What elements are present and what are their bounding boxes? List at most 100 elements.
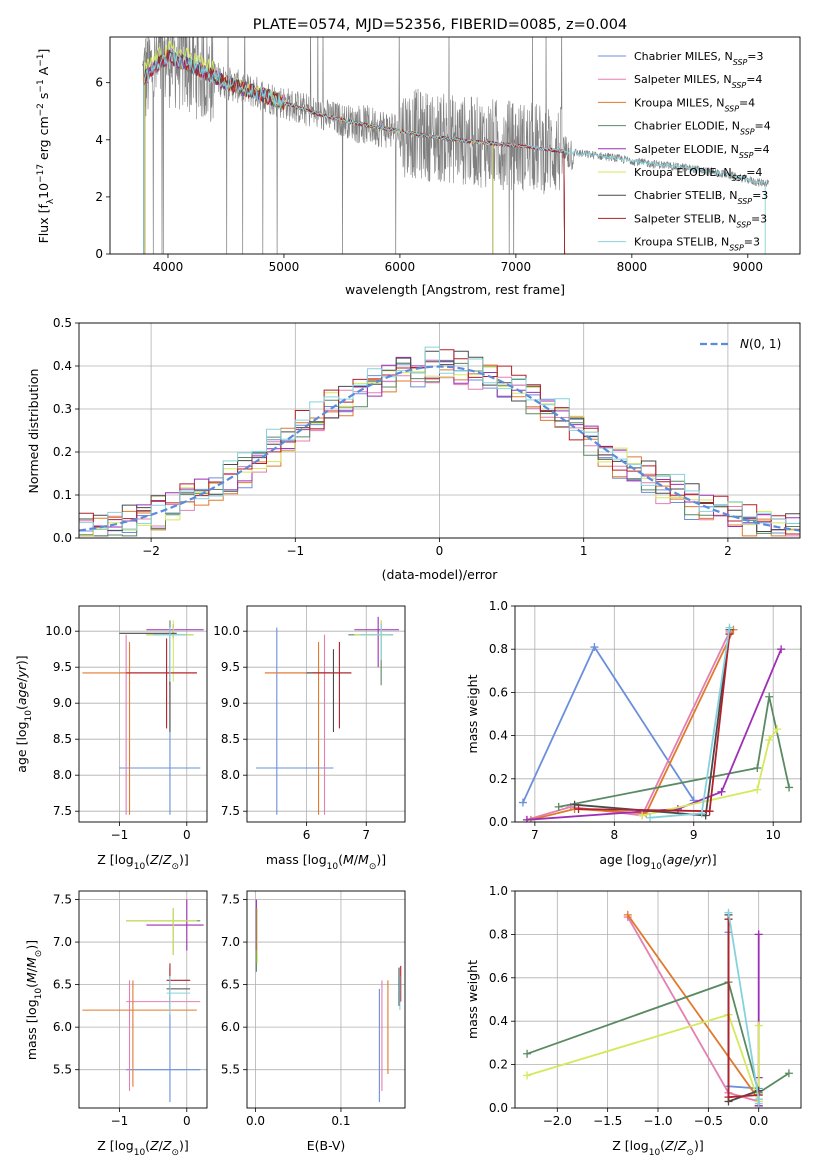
weight_vs_Z-frame-group: −2.0 −1.5 −1.0 −0.5 0.0 0.0 0.2 0.4 0.6 0.8 1.0 Z […: [465, 884, 802, 1158]
legend-label: Kroupa MILES, NSSP=4: [634, 96, 755, 113]
legend-label: Salpeter ELODIE, NSSP=4: [634, 143, 770, 160]
observed-spectrum-line: [142, 37, 769, 254]
y-tick-label: 5.5: [221, 1063, 240, 1077]
y-tick-label: 8.0: [53, 768, 72, 782]
weight-marker: [574, 805, 583, 814]
weight-line-kroupa-stelib: [727, 912, 760, 1104]
spectrum-axes: 4000 5000 6000 7000 8000 9000 0 2 4 6 wavelength […: [36, 36, 801, 297]
y-tick-label: 0.4: [489, 729, 508, 743]
weight-marker: [646, 813, 655, 822]
y-tick-label: 7.5: [53, 893, 72, 907]
x-tick-label: 8000: [617, 260, 648, 274]
y-tick-label: 0.0: [489, 815, 508, 829]
weight-marker: [522, 815, 531, 822]
histogram-kroupa-stelib: [79, 346, 800, 530]
weight-marker: [638, 811, 647, 820]
residuals-x-axis-label: (data-model)/error: [382, 567, 499, 582]
age_vs_mass-plot-area: [255, 616, 400, 815]
legend-label: Kroupa ELODIE, NSSP=4: [634, 166, 762, 183]
y-tick-label: 0.8: [489, 927, 508, 941]
y-tick-label: 0.2: [53, 445, 72, 459]
x-tick-label: 4000: [153, 260, 184, 274]
x-tick-label: 10: [766, 828, 781, 842]
weight_vs_age-x-axis-label: age [log10(age/yr)]: [599, 852, 716, 872]
weight-marker: [724, 1093, 733, 1102]
weight-line-chabrier-elodie: [558, 696, 790, 808]
age_vs_Z-grid: [79, 606, 207, 822]
x-tick-label: 1: [580, 544, 588, 558]
y-tick-label: 1.0: [489, 599, 508, 613]
legend-label: Chabrier STELIB, NSSP=3: [634, 189, 768, 206]
y-tick-label: 6.0: [221, 1020, 240, 1034]
mass_vs_EBV-grid: [247, 891, 405, 1108]
y-tick-label: 9.0: [221, 696, 240, 710]
age_vs_mass-frame-group: 6 7 7.5 8.0 8.5 9.0 9.5 10.0 mass [log10(M/M⊙)]: [213, 605, 406, 872]
weight-marker: [754, 1021, 763, 1030]
y-tick-label: 2: [95, 190, 103, 204]
axes-frame: [246, 605, 406, 823]
x-tick-label: 8: [610, 828, 618, 842]
weight-marker: [705, 807, 714, 816]
weight_vs_age-axes: 7 8 9 10 0.0 0.2 0.4 0.6 0.8 1.0 age [log10(age/yr…: [465, 599, 802, 872]
weight-marker: [590, 643, 599, 652]
legend-label: N(0, 1): [740, 337, 781, 351]
x-tick-label: 6000: [385, 260, 416, 274]
age_vs_Z-y-axis-label: age [log10(age/yr)]: [14, 655, 34, 772]
weight-line-kroupa-elodie: [526, 1013, 760, 1102]
x-tick-label: −2.0: [543, 1114, 572, 1128]
weight_vs_Z-plot-area: [523, 908, 793, 1108]
weight_vs_Z-axes: −2.0 −1.5 −1.0 −0.5 0.0 0.0 0.2 0.4 0.6 0.8 1.0 Z […: [465, 884, 802, 1158]
weight-marker: [697, 809, 706, 818]
y-tick-label: 0.0: [489, 1101, 508, 1115]
spectrum-x-axis-label: wavelength [Angstrom, rest frame]: [345, 282, 565, 297]
x-tick-label: 0.0: [246, 1114, 265, 1128]
axes-frame: [109, 36, 801, 255]
mass_vs_EBV-frame-group: 0.0 0.1 5.5 6.0 6.5 7.0 7.5 E(B-V): [221, 890, 406, 1153]
mass_vs_Z-plot-area: [82, 899, 204, 1103]
weight-marker: [570, 800, 579, 809]
mass_vs_EBV-plot-area: [255, 899, 402, 1103]
y-tick-label: 0.5: [53, 316, 72, 330]
spectrum-y-axis-label: Flux [fλ10−17 erg cm−2 s−1 A−1]: [36, 49, 56, 244]
x-tick-label: −1: [286, 544, 304, 558]
weight-marker: [623, 910, 632, 919]
weight-line-salpeter-elodie: [526, 648, 782, 821]
weight_vs_age-y-axis-label: mass weight: [465, 674, 480, 753]
weight-marker: [754, 930, 763, 939]
weight-marker: [523, 1049, 532, 1058]
y-tick-label: 0.4: [53, 359, 72, 373]
spectrum-frame-group: 4000 5000 6000 7000 8000 9000 0 2 4 6 wavelength […: [36, 36, 801, 297]
x-tick-label: 5000: [269, 260, 300, 274]
weight_vs_age-frame-group: 7 8 9 10 0.0 0.2 0.4 0.6 0.8 1.0 age [log10(age/yr…: [465, 599, 802, 872]
weight_vs_age-plot-area: [518, 623, 794, 822]
legend-label: Chabrier ELODIE, NSSP=4: [634, 120, 771, 137]
weight-marker: [765, 735, 774, 744]
y-tick-label: 9.5: [221, 660, 240, 674]
normal-distribution-curve: [79, 365, 800, 532]
y-tick-label: 7.5: [221, 804, 240, 818]
x-tick-label: −1: [111, 828, 129, 842]
x-tick-label: 0.1: [331, 1114, 350, 1128]
weight-marker: [717, 787, 726, 796]
x-tick-label: 7: [362, 828, 370, 842]
y-tick-label: 6.5: [53, 978, 72, 992]
y-tick-label: 6.5: [221, 978, 240, 992]
x-tick-label: −2: [142, 544, 160, 558]
y-tick-label: 9.0: [53, 696, 72, 710]
weight-marker: [773, 725, 782, 734]
mass_vs_Z-x-axis-label: Z [log10(Z/Z⊙)]: [97, 1138, 189, 1158]
y-tick-label: 10.0: [213, 624, 240, 638]
y-tick-label: 0.2: [489, 1058, 508, 1072]
weight-marker: [724, 908, 733, 917]
weight-marker: [523, 1071, 532, 1080]
mass_vs_Z-frame-group: −1 0 5.5 6.0 6.5 7.0 7.5 Z [log10(Z/Z⊙)] mass [l…: [24, 890, 208, 1158]
x-tick-label: −1: [111, 1114, 129, 1128]
age_vs_Z-frame-group: −1 0 7.5 8.0 8.5 9.0 9.5 10.0 Z [log10(Z/Z⊙)] age…: [14, 605, 208, 872]
age_vs_mass-axes: 6 7 7.5 8.0 8.5 9.0 9.5 10.0 mass [log10(M/M⊙)]: [213, 605, 406, 872]
weight-marker: [765, 692, 774, 701]
x-tick-label: 7000: [501, 260, 532, 274]
y-tick-label: 8.5: [53, 732, 72, 746]
spectrum-title: PLATE=0574, MJD=52356, FIBERID=0085, z=0…: [253, 17, 627, 33]
y-tick-label: 0.6: [489, 685, 508, 699]
weight-line-kroupa-elodie: [641, 728, 778, 817]
